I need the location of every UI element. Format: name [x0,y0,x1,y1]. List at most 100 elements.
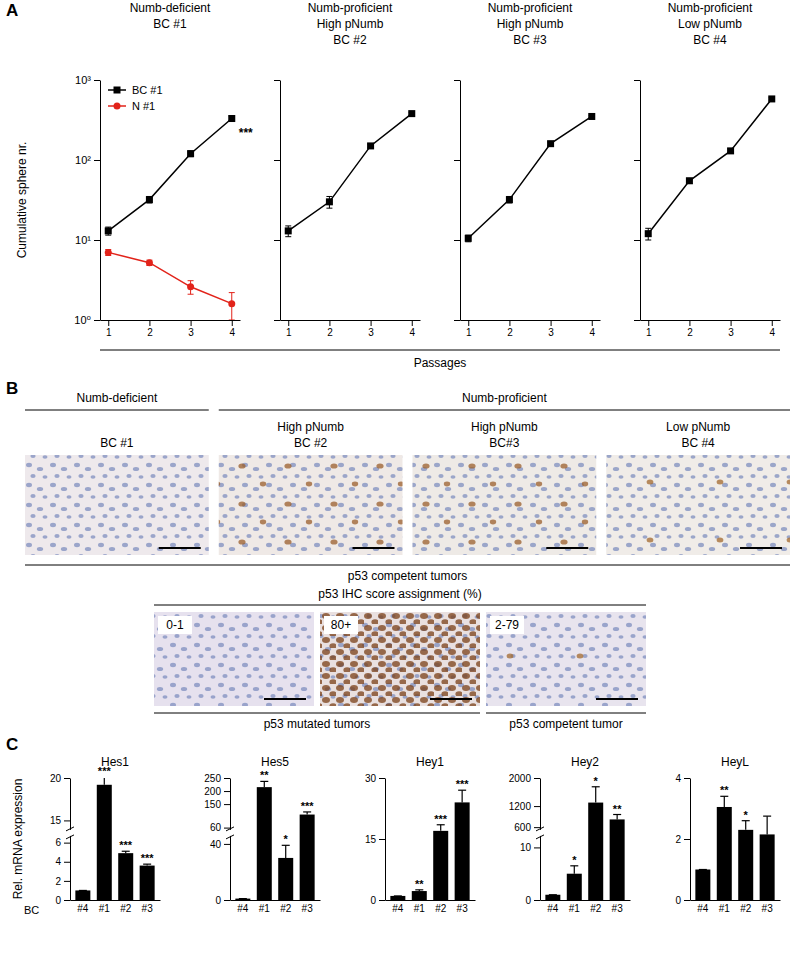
tick: 60 [210,822,230,833]
tick [454,320,460,321]
marker [146,196,153,203]
error-bar [742,821,750,830]
tick-mark [379,839,385,840]
line [648,99,772,234]
scale-bar [596,698,638,700]
tick: 1 [646,320,652,338]
tick-label: 2 [55,876,61,887]
axis-line [100,81,101,321]
micrograph [320,612,480,706]
tick-mark [454,320,460,321]
tick-mark [274,320,280,321]
axis: #4#1#2#3 [71,901,161,915]
bar [738,830,753,900]
tick-mark [274,160,280,161]
axis-line [461,320,601,321]
bar [257,787,272,900]
tick: #2 [280,903,292,914]
tick: 3 [368,320,374,338]
tick-label: 15 [365,834,377,845]
tick-label: 1 [286,327,292,338]
tick-mark [534,827,540,828]
error-bar [303,812,311,815]
error-bar [188,281,194,295]
caption: p53 competent tumors [348,569,467,583]
chart-title: Numb-proficient [668,1,753,15]
image-label: BC#3 [489,436,519,450]
error-bar [415,890,423,891]
tick-label: 4 [55,856,61,867]
tick-label: 2 [687,327,693,338]
tick: 2 [687,320,693,338]
tick-label: #2 [590,903,602,914]
axis-break [226,827,234,839]
plot-area [75,778,154,900]
marker [367,142,374,149]
tick-mark [534,806,540,807]
error-bar [105,227,111,235]
tick: 2 [507,320,513,338]
tick-mark [224,828,230,829]
bar [390,896,405,900]
tick: #4 [237,903,249,914]
axis: 04060150200250 [204,773,230,906]
tick-label: #4 [392,903,404,914]
tick-label: 1 [646,327,652,338]
error-bar [465,235,471,242]
tick-label: 1200 [509,801,532,812]
tick-label: #2 [120,903,132,914]
axis: 02461520 [50,773,71,906]
tick-label: 10³ [75,74,91,86]
tick: #3 [612,903,624,914]
legend-item: N #1 [108,100,155,112]
caption: p53 competent tumor [509,717,622,731]
tick-label: 2 [147,327,153,338]
plot-area [235,781,314,900]
micrograph [413,455,597,555]
plot-area [105,115,236,320]
error-bar [146,196,152,203]
image-label: 2-79 [495,618,519,632]
tick-label: 0 [675,895,681,906]
tick-label: 2 [327,327,333,338]
axis: 1234 [101,320,241,338]
plot-area [465,113,596,242]
tick-label: #4 [77,903,89,914]
axis-line [386,900,476,901]
marker [228,300,235,307]
tick: #2 [120,903,132,914]
tick: 200 [204,786,230,797]
tick-label: 1 [466,327,472,338]
line [288,114,412,231]
chart-title: Numb-proficient [488,1,573,15]
tick-mark [689,320,690,326]
tick-label: 200 [204,786,221,797]
error-bar [282,845,290,858]
image-label: 80+ [331,618,351,632]
micrograph [486,612,646,706]
bar [545,895,560,900]
tick: 2 [327,320,333,338]
axis: 01530 [365,773,386,906]
plot-area [390,790,469,900]
tick-mark [379,778,385,779]
error-bar [188,151,194,157]
annotation: *** [141,852,155,864]
tick: #1 [719,903,731,914]
bar [300,815,315,900]
tick: 4 [229,320,235,338]
error-bar [613,815,621,820]
tick: 4 [55,856,70,867]
error-bar [326,196,332,208]
tick-label: #4 [547,903,559,914]
bar [278,858,293,900]
chart: Numb-proficientHigh pNumbBC #21234 [274,1,421,338]
tick-label: 20 [50,773,62,784]
marker [506,196,513,203]
axis-title: Rel. mRNA expression [11,779,25,900]
tick [274,320,280,321]
bar [97,785,112,900]
tick-mark [468,320,469,326]
annotation: ** [415,878,424,890]
tick-label: #2 [740,903,752,914]
